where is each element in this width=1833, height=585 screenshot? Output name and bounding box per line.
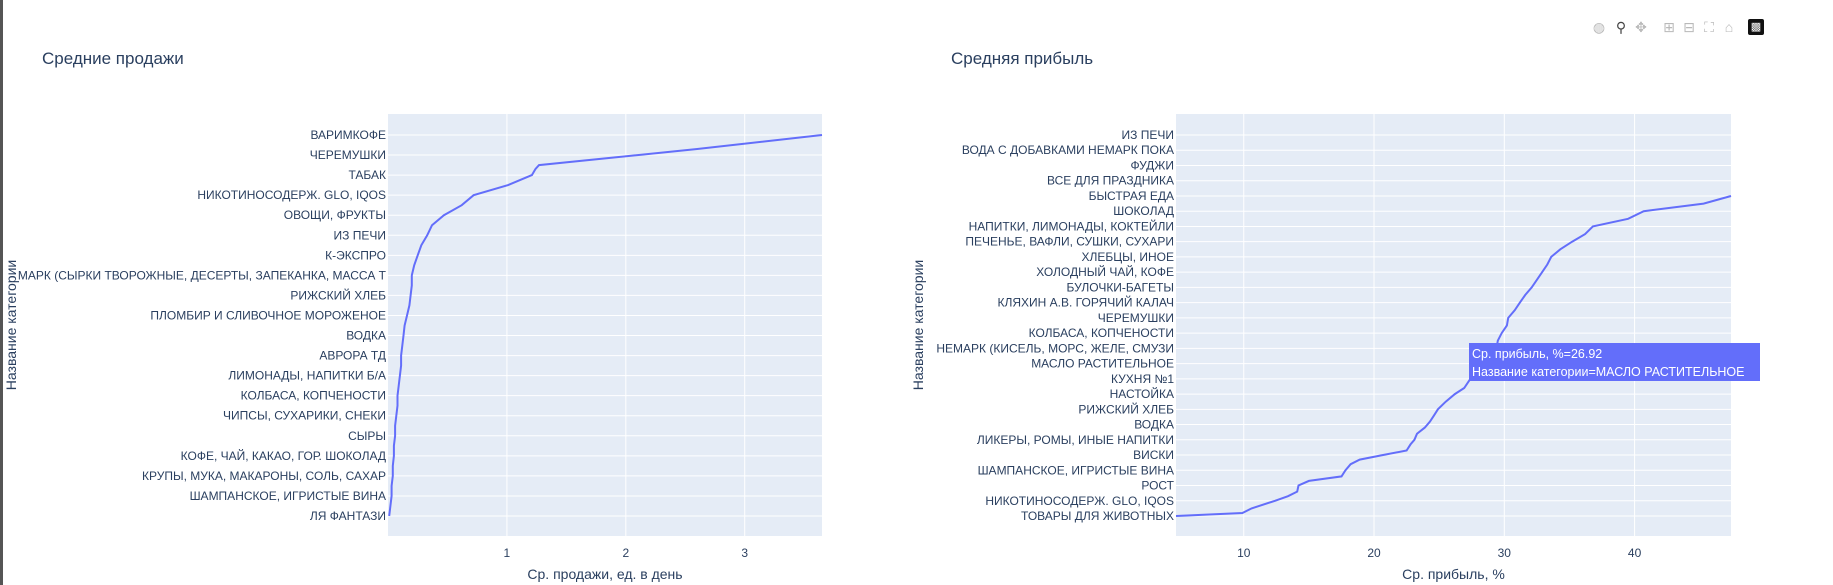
y-axis-label-1: Название категории	[910, 260, 926, 390]
window-left-edge	[0, 0, 3, 585]
y-tick-label: ВОДКА	[1134, 418, 1174, 432]
y-tick-label: СЫРЫ	[348, 429, 386, 443]
y-tick-label: ТАБАК	[348, 168, 386, 182]
reset-axes-icon[interactable]: ⌂	[1724, 19, 1734, 35]
y-tick-label: ИЗ ПЕЧИ	[334, 228, 386, 242]
y-tick-label: КУХНЯ №1	[1111, 372, 1174, 386]
plot-area-1	[1176, 114, 1731, 536]
y-tick-label: АВРОРА ТД	[319, 349, 386, 363]
camera-icon[interactable]: ◍	[1592, 19, 1606, 35]
series-line-0-0	[388, 134, 823, 517]
y-tick-label: КЛЯХИН А.В. ГОРЯЧИЙ КАЛАЧ	[997, 295, 1174, 310]
y-tick-label: К-ЭКСПРО	[325, 248, 386, 262]
y-tick-label: КОЛБАСА, КОПЧЕНОСТИ	[1029, 326, 1174, 340]
y-tick-label: МАРК (СЫРКИ ТВОРОЖНЫЕ, ДЕСЕРТЫ, ЗАПЕКАНК…	[18, 268, 387, 282]
y-tick-label: НИКОТИНОСОДЕРЖ. GLO, IQOS	[197, 188, 386, 202]
y-tick-label: ШАМПАНСКОЕ, ИГРИСТЫЕ ВИНА	[978, 463, 1174, 477]
plotly-logo-icon[interactable]: ▩	[1748, 19, 1764, 35]
y-tick-label: ИЗ ПЕЧИ	[1122, 128, 1174, 142]
x-tick-label: 10	[1237, 546, 1251, 560]
hover-tooltip-box	[1469, 343, 1760, 381]
y-tick-label: НИКОТИНОСОДЕРЖ. GLO, IQOS	[985, 494, 1174, 508]
y-tick-label: ВОДА С ДОБАВКАМИ НЕМАРК ПОКА	[962, 143, 1174, 157]
y-tick-label: НЕМАРК (КИСЕЛЬ, МОРС, ЖЕЛЕ, СМУЗИ	[936, 341, 1174, 355]
y-tick-label: ШАМПАНСКОЕ, ИГРИСТЫЕ ВИНА	[190, 489, 386, 503]
x-axis-label-0: Ср. продажи, ед. в день	[527, 566, 682, 582]
y-tick-label: КРУПЫ, МУКА, МАКАРОНЫ, СОЛЬ, САХАР	[142, 469, 386, 483]
y-axis-label-0: Название категории	[3, 260, 19, 390]
tooltip-line-category: Название категории=МАСЛО РАСТИТЕЛЬНОЕ	[1472, 365, 1745, 379]
chart-title-1: Средняя прибыль	[951, 49, 1093, 68]
y-tick-label: РИЖСКИЙ ХЛЕБ	[290, 287, 386, 302]
y-tick-label: ЧЕРЕМУШКИ	[310, 148, 386, 162]
y-tick-label: КОЛБАСА, КОПЧЕНОСТИ	[241, 389, 386, 403]
y-tick-label: ЧИПСЫ, СУХАРИКИ, СНЕКИ	[223, 409, 386, 423]
y-tick-label: БУЛОЧКИ-БАГЕТЫ	[1067, 280, 1174, 294]
y-tick-label: ВСЕ ДЛЯ ПРАЗДНИКА	[1047, 174, 1174, 188]
y-tick-label: ЛЯ ФАНТАЗИ	[310, 509, 386, 523]
x-tick-label: 30	[1498, 546, 1512, 560]
y-tick-label: ВОДКА	[346, 329, 386, 343]
x-tick-label: 20	[1367, 546, 1381, 560]
x-tick-label: 1	[504, 546, 511, 560]
y-tick-label: ВАРИМКОФЕ	[310, 128, 386, 142]
y-tick-label: ЧЕРЕМУШКИ	[1098, 311, 1174, 325]
y-tick-label: ПЕЧЕНЬЕ, ВАФЛИ, СУШКИ, СУХАРИ	[965, 235, 1174, 249]
y-tick-label: ВИСКИ	[1133, 448, 1174, 462]
autoscale-icon[interactable]: ⛶	[1704, 19, 1714, 35]
chart-title-0: Средние продажи	[42, 49, 184, 68]
y-tick-label: ПЛОМБИР И СЛИВОЧНОЕ МОРОЖЕНОЕ	[150, 308, 386, 322]
y-tick-label: ШОКОЛАД	[1113, 204, 1174, 218]
x-tick-label: 2	[622, 546, 629, 560]
y-tick-label: ФУДЖИ	[1131, 158, 1175, 172]
y-tick-label: КОФЕ, ЧАЙ, КАКАО, ГОР. ШОКОЛАД	[181, 448, 386, 463]
y-tick-label: ОВОЩИ, ФРУКТЫ	[284, 208, 386, 222]
x-tick-label: 40	[1628, 546, 1642, 560]
y-tick-label: БЫСТРАЯ ЕДА	[1089, 189, 1174, 203]
y-tick-label: ХОЛОДНЫЙ ЧАЙ, КОФЕ	[1036, 264, 1174, 279]
y-tick-label: НАПИТКИ, ЛИМОНАДЫ, КОКТЕЙЛИ	[969, 218, 1174, 233]
zoom-out-icon[interactable]: ⊟	[1683, 19, 1695, 35]
zoom-icon[interactable]: ⚲	[1615, 19, 1627, 35]
y-tick-label: ЛИКЕРЫ, РОМЫ, ИНЫЕ НАПИТКИ	[977, 433, 1174, 447]
zoom-in-icon[interactable]: ⊞	[1663, 19, 1675, 35]
y-tick-label: РОСТ	[1141, 479, 1174, 493]
x-tick-label: 3	[741, 546, 748, 560]
y-tick-label: НАСТОЙКА	[1110, 386, 1174, 401]
y-tick-label: РИЖСКИЙ ХЛЕБ	[1078, 401, 1174, 416]
y-tick-label: ХЛЕБЦЫ, ИНОЕ	[1081, 250, 1174, 264]
y-tick-label: МАСЛО РАСТИТЕЛЬНОЕ	[1031, 357, 1174, 371]
tooltip-line-value: Ср. прибыль, %=26.92	[1472, 347, 1602, 361]
plot-area-0	[388, 114, 822, 536]
y-tick-label: ТОВАРЫ ДЛЯ ЖИВОТНЫХ	[1021, 509, 1174, 523]
y-tick-label: ЛИМОНАДЫ, НАПИТКИ Б/А	[228, 369, 386, 383]
pan-icon[interactable]: ✥	[1635, 19, 1647, 35]
x-axis-label-1: Ср. прибыль, %	[1402, 566, 1505, 582]
